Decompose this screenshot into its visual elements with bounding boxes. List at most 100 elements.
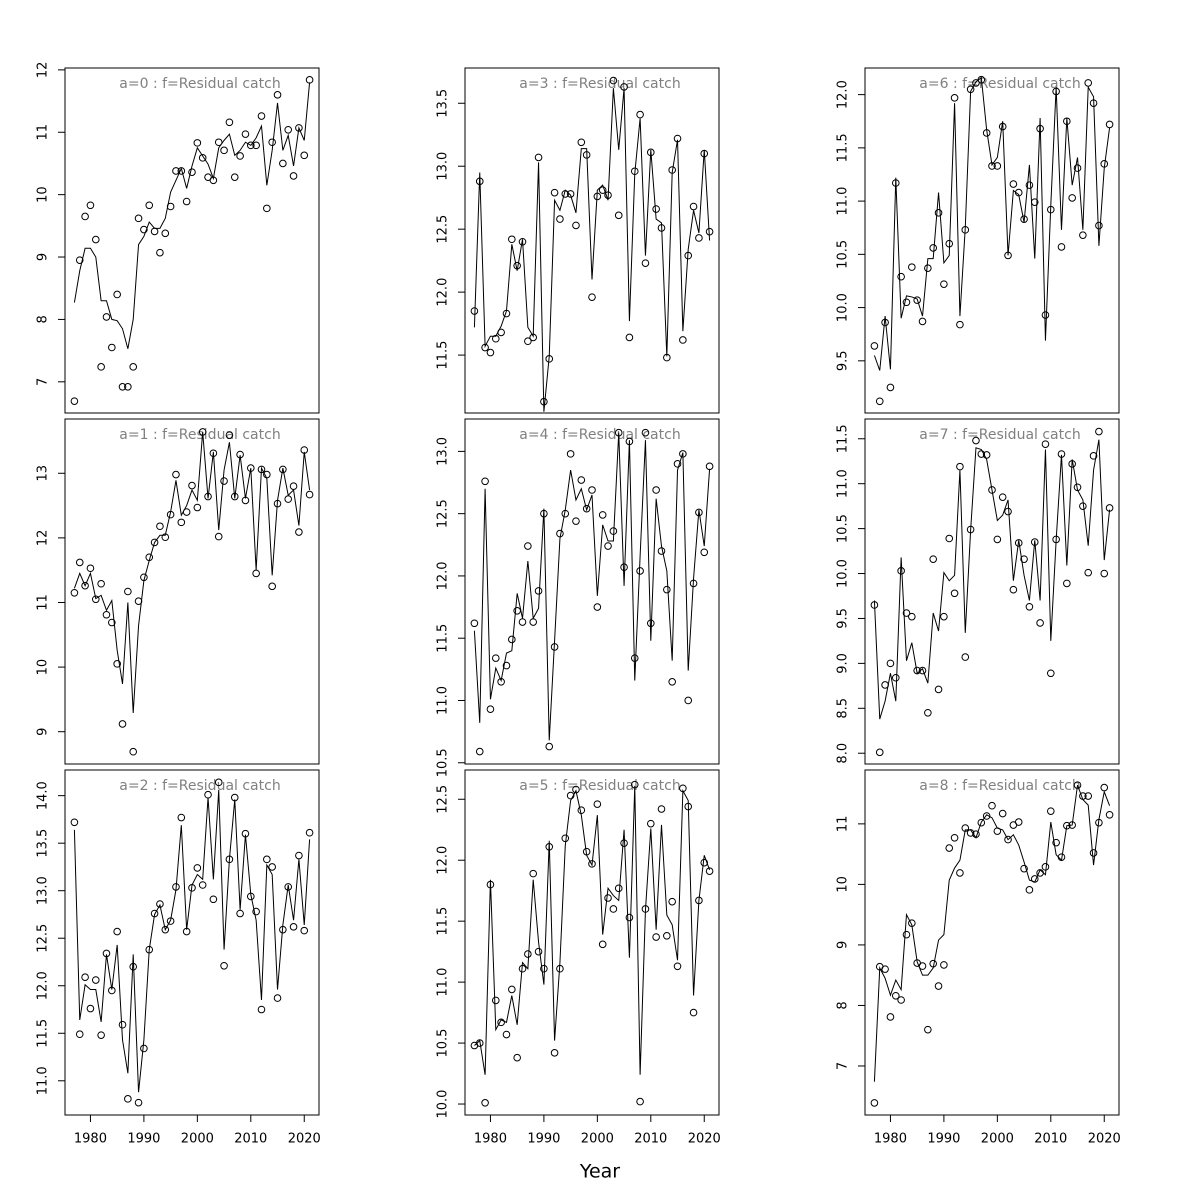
data-point — [268, 582, 276, 591]
data-point — [950, 94, 959, 102]
fitted-line — [873, 76, 1111, 371]
data-point — [561, 834, 570, 843]
data-point — [604, 542, 612, 550]
data-point — [582, 504, 591, 513]
y-tick-label: 11 — [36, 124, 51, 141]
data-point — [636, 1097, 644, 1106]
data-point — [1046, 669, 1055, 678]
data-point — [673, 962, 682, 971]
data-point — [508, 235, 516, 244]
data-point — [636, 567, 644, 575]
plot-frame — [464, 769, 720, 1116]
data-point — [924, 1025, 932, 1034]
x-tick-label: 2010 — [634, 1132, 667, 1147]
data-point — [198, 154, 207, 162]
data-point — [534, 153, 543, 162]
x-tick-label: 1990 — [127, 1132, 160, 1147]
data-point — [486, 348, 495, 357]
data-point — [124, 1095, 132, 1103]
data-point — [1100, 783, 1109, 792]
data-point — [481, 477, 489, 486]
plot-frame — [464, 67, 720, 414]
data-point — [497, 1018, 505, 1027]
data-point — [929, 555, 938, 563]
y-tick-label: 12.0 — [436, 846, 451, 875]
data-point — [172, 470, 180, 479]
fitted-line — [473, 432, 711, 741]
data-point — [108, 618, 116, 627]
data-point — [1105, 810, 1114, 819]
data-point — [598, 186, 607, 194]
data-point — [875, 748, 884, 757]
data-point — [945, 534, 954, 543]
data-point — [956, 462, 964, 471]
data-point — [81, 581, 89, 590]
data-point — [646, 819, 655, 828]
data-point — [998, 493, 1007, 501]
data-point — [1084, 79, 1093, 87]
y-tick-label: 12.0 — [436, 278, 451, 307]
data-point — [977, 450, 986, 458]
data-point — [663, 931, 671, 940]
panel-title: a=3 : f=Residual catch — [519, 76, 680, 92]
data-point — [993, 535, 1002, 544]
data-point — [902, 609, 911, 617]
data-point — [988, 801, 996, 810]
data-point — [695, 234, 703, 242]
data-point — [934, 685, 943, 694]
x-tick-label: 2010 — [1034, 1132, 1067, 1147]
data-point — [273, 994, 282, 1002]
data-point — [593, 800, 602, 808]
y-tick-label: 12.5 — [36, 924, 51, 953]
plot-frame — [64, 67, 320, 414]
data-point — [91, 976, 100, 984]
data-point — [491, 996, 500, 1005]
data-point — [91, 595, 100, 604]
data-point — [124, 587, 132, 596]
data-point — [1057, 243, 1066, 251]
data-point — [177, 518, 186, 527]
data-point — [177, 813, 186, 822]
panel-title: a=1 : f=Residual catch — [119, 427, 280, 443]
data-point — [75, 558, 84, 567]
data-point — [940, 961, 948, 969]
data-point — [1089, 849, 1098, 857]
data-point — [689, 1008, 698, 1017]
data-point — [572, 221, 580, 230]
data-point — [225, 118, 234, 127]
y-tick-label: 11.0 — [836, 187, 851, 216]
y-tick-label: 9 — [36, 253, 51, 261]
data-point — [214, 778, 223, 787]
data-point — [534, 947, 543, 956]
y-tick-label: 7 — [36, 378, 51, 386]
data-point — [545, 742, 554, 751]
data-point — [940, 280, 948, 288]
data-point — [70, 818, 79, 827]
data-point — [870, 1099, 879, 1107]
data-point — [1046, 807, 1055, 815]
x-tick-label: 1980 — [74, 1132, 107, 1147]
y-tick-label: 10.0 — [836, 293, 851, 322]
y-tick-label: 10 — [836, 876, 851, 893]
data-point — [209, 895, 218, 904]
data-point — [295, 528, 303, 536]
y-tick-label: 11.5 — [36, 1019, 51, 1048]
y-tick-label: 9.0 — [836, 653, 851, 674]
data-point — [945, 844, 954, 852]
data-point — [1025, 181, 1034, 189]
x-tick-label: 2020 — [1088, 1132, 1121, 1147]
data-point — [956, 320, 964, 329]
y-tick-label: 13.0 — [436, 437, 451, 466]
x-tick-label: 2020 — [688, 1132, 721, 1147]
data-point — [236, 152, 244, 160]
data-point — [214, 138, 223, 147]
data-point — [625, 913, 634, 922]
data-point — [684, 696, 693, 705]
plot-frame — [864, 769, 1120, 1116]
data-point — [182, 197, 191, 206]
y-tick-label: 13 — [36, 465, 51, 482]
data-point — [668, 897, 676, 906]
data-point — [145, 201, 154, 210]
data-point — [529, 869, 538, 878]
